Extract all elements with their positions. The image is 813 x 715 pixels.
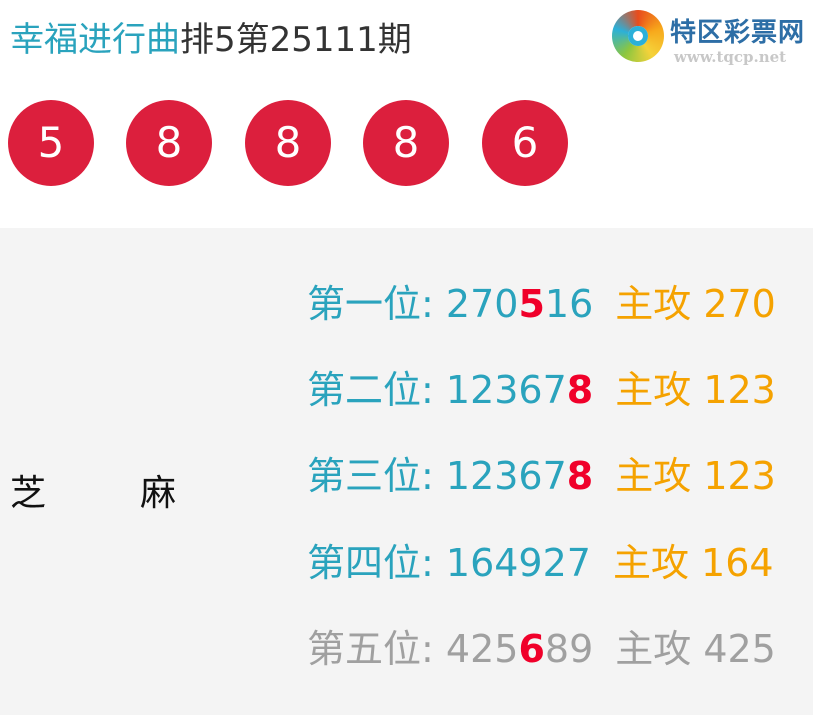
prediction-row: 第五位: 425689 主攻 425 bbox=[307, 625, 776, 673]
row-digits: 425 bbox=[445, 627, 519, 671]
row-hit: 8 bbox=[566, 368, 594, 412]
result-ball: 8 bbox=[363, 100, 449, 186]
prediction-panel: 芝 麻 bbox=[0, 228, 813, 715]
row-attack: 主攻 425 bbox=[615, 627, 776, 671]
row-label: 第三位: bbox=[307, 454, 434, 498]
row-digits: 12367 bbox=[445, 368, 567, 412]
issue-number: 排5第25111期 bbox=[180, 20, 412, 60]
row-digits: 164927 bbox=[445, 541, 591, 585]
site-logo[interactable]: 特区彩票网 www.tqcp.net bbox=[612, 8, 812, 68]
row-attack: 主攻 123 bbox=[615, 454, 776, 498]
row-digits: 12367 bbox=[445, 454, 567, 498]
logo-name: 特区彩票网 bbox=[670, 18, 806, 48]
row-label: 第一位: bbox=[307, 282, 434, 326]
row-attack: 主攻 270 bbox=[615, 282, 776, 326]
row-label: 第四位: bbox=[307, 541, 434, 585]
result-ball: 8 bbox=[126, 100, 212, 186]
row-attack: 主攻 123 bbox=[615, 368, 776, 412]
result-ball: 8 bbox=[245, 100, 331, 186]
result-ball: 6 bbox=[482, 100, 568, 186]
row-digits-after: 89 bbox=[544, 627, 594, 671]
result-ball: 5 bbox=[8, 100, 94, 186]
row-hit: 6 bbox=[518, 627, 545, 671]
prediction-row: 第四位: 164927 主攻 164 bbox=[307, 539, 774, 587]
row-hit: 5 bbox=[518, 282, 545, 326]
row-label: 第五位: bbox=[307, 627, 434, 671]
row-attack: 主攻 164 bbox=[612, 541, 774, 585]
author-name-1: 芝 bbox=[10, 473, 47, 514]
swirl-logo-icon bbox=[612, 10, 664, 62]
page-title: 幸福进行曲排5第25111期 bbox=[10, 16, 412, 64]
prediction-row: 第二位: 123678 主攻 123 bbox=[307, 366, 776, 414]
prediction-row: 第三位: 123678 主攻 123 bbox=[307, 452, 776, 500]
row-digits-after: 16 bbox=[544, 282, 594, 326]
logo-url: www.tqcp.net bbox=[674, 48, 787, 66]
row-hit: 8 bbox=[566, 454, 594, 498]
author-name-2: 麻 bbox=[140, 473, 177, 514]
game-name: 幸福进行曲 bbox=[10, 20, 180, 60]
row-digits: 270 bbox=[445, 282, 519, 326]
prediction-row: 第一位: 270516 主攻 270 bbox=[307, 280, 776, 328]
row-label: 第二位: bbox=[307, 368, 434, 412]
